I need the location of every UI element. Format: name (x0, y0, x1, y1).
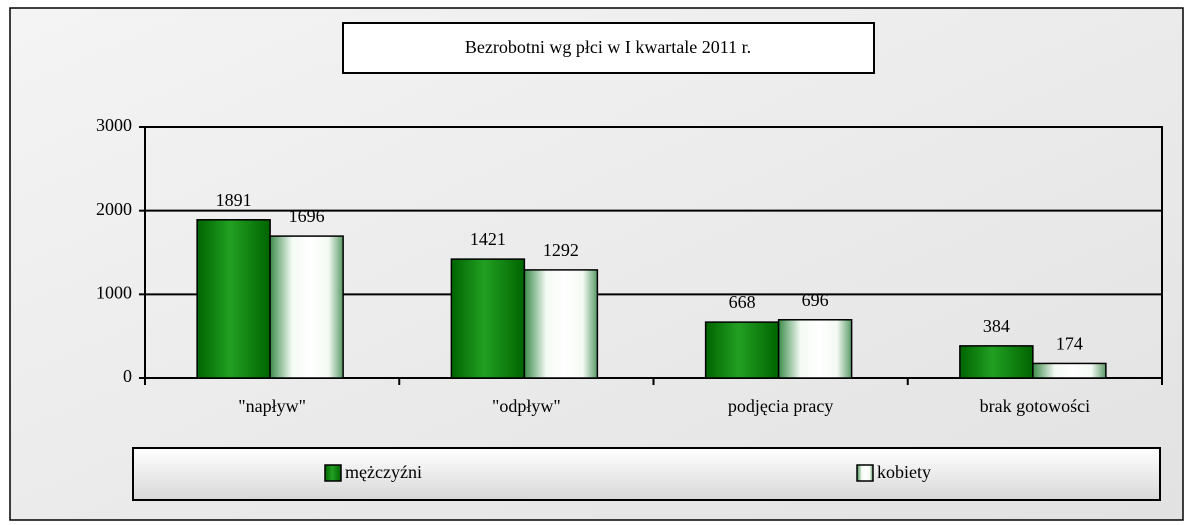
bar (523, 269, 599, 379)
y-tick-label: 2000 (96, 199, 132, 219)
bar (196, 219, 271, 379)
y-tick-label: 0 (123, 366, 132, 386)
bar (959, 345, 1034, 379)
chart-frame (9, 7, 1184, 521)
x-tick-label: podjęcia pracy (728, 396, 833, 416)
bar (777, 319, 853, 379)
x-tick-label: "odpływ" (492, 396, 561, 416)
data-label: 1421 (470, 229, 506, 249)
title-box (342, 22, 875, 74)
bar (450, 258, 526, 379)
legend-swatch (324, 464, 342, 482)
data-label: 384 (983, 316, 1010, 336)
data-label: 1696 (289, 206, 325, 226)
data-label: 1292 (543, 240, 579, 260)
data-label: 668 (729, 292, 756, 312)
y-tick-label: 3000 (96, 115, 132, 135)
legend-box (132, 447, 1161, 501)
bar (269, 235, 344, 379)
y-tick-label: 1000 (96, 282, 132, 302)
x-tick-label: brak gotowości (980, 396, 1090, 416)
data-label: 1891 (216, 190, 252, 210)
chart-title: Bezrobotni wg płci w I kwartale 2011 r. (465, 37, 751, 57)
x-tick-label: "napływ" (238, 396, 306, 416)
bar (1032, 362, 1107, 379)
data-label: 174 (1056, 334, 1083, 354)
legend-label: mężczyźni (345, 462, 422, 482)
legend-label: kobiety (877, 462, 931, 482)
data-label: 696 (802, 290, 829, 310)
bar (704, 321, 780, 379)
legend-swatch (856, 464, 874, 482)
